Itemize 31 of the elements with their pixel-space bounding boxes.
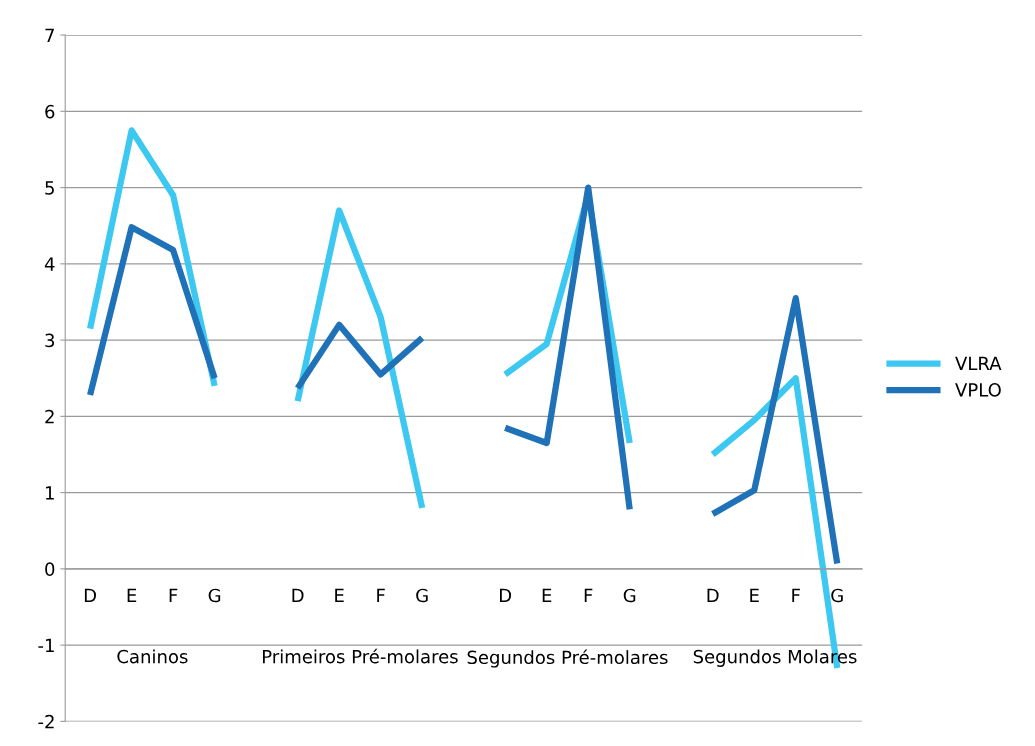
x-tick-label: E (335, 588, 344, 603)
annotation: Primeiros Pré-molares (262, 648, 458, 664)
x-tick-label: F (792, 588, 800, 603)
y-tick-label: 2 (45, 409, 54, 424)
x-tick-label: E (542, 588, 552, 603)
x-tick-label: F (169, 588, 178, 603)
x-tick-label: D (500, 588, 512, 603)
y-tick-label: 5 (45, 181, 54, 195)
y-tick-label: 6 (45, 104, 55, 119)
y-tick-label: 7 (45, 28, 54, 42)
x-tick-label: G (208, 588, 221, 603)
x-tick-label: E (750, 588, 759, 603)
x-tick-label: D (292, 588, 304, 603)
x-tick-label: G (831, 588, 843, 603)
x-tick-label: G (623, 588, 636, 603)
x-tick-label: F (584, 588, 593, 603)
x-tick-label: F (377, 588, 385, 603)
annotation: Caninos (117, 649, 188, 664)
legend-label: VPLO (955, 383, 1001, 397)
y-tick-label: 1 (45, 486, 54, 500)
y-tick-label: 0 (45, 562, 55, 576)
x-tick-label: G (416, 588, 428, 603)
y-tick-label: 4 (44, 257, 55, 271)
x-tick-label: D (84, 588, 96, 603)
x-tick-label: D (707, 588, 719, 603)
y-tick-label: 3 (45, 333, 55, 348)
x-tick-label: E (127, 588, 137, 603)
legend-label: VLRA (955, 356, 1002, 370)
y-tick-label: -2 (38, 714, 54, 729)
annotation: Segundos Pré-molares (467, 649, 668, 668)
y-tick-label: -1 (38, 638, 54, 652)
